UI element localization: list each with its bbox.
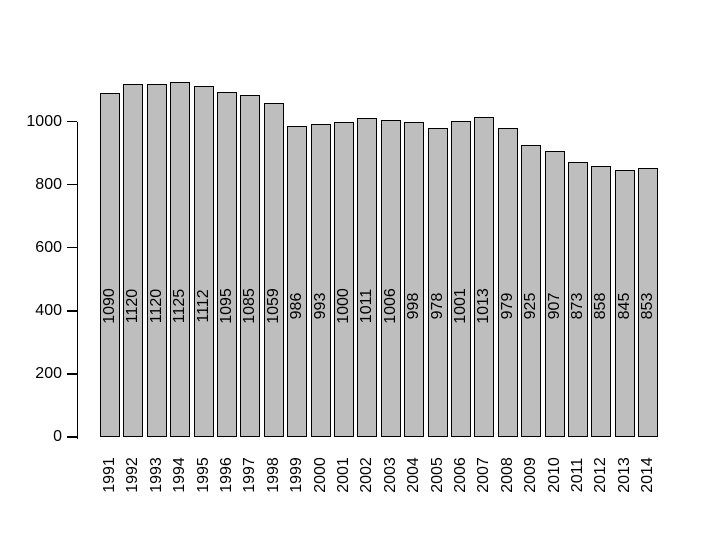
x-tick-label: 2012	[592, 457, 610, 493]
x-tick-label: 1993	[147, 457, 165, 493]
y-tick-label: 800	[35, 175, 62, 193]
y-tick-label: 400	[35, 301, 62, 319]
bar-value-label: 998	[405, 292, 423, 320]
x-tick-label: 2014	[639, 457, 657, 493]
bar	[568, 161, 588, 437]
y-axis-tick	[66, 246, 77, 249]
bar-value-label: 845	[615, 292, 633, 320]
bar-value-label: 1059	[264, 288, 282, 324]
x-tick-label: 2001	[335, 457, 352, 493]
x-tick-label: 1999	[288, 457, 306, 493]
bar	[614, 170, 635, 437]
bar-value-label: 1120	[147, 288, 165, 324]
bar-value-label: 1090	[101, 288, 118, 324]
bar-value-label: 1085	[241, 288, 259, 324]
bar	[123, 83, 144, 437]
y-tick-label: 1000	[26, 112, 62, 130]
bar	[217, 91, 237, 437]
bar	[240, 94, 261, 437]
bar	[334, 121, 354, 437]
bar-value-label: 873	[569, 292, 586, 320]
y-axis-tick	[66, 183, 77, 186]
x-tick-label: 2006	[452, 457, 469, 493]
x-tick-label: 2002	[358, 457, 376, 493]
y-axis-tick	[66, 310, 77, 312]
bar	[193, 86, 214, 437]
x-tick-label: 2009	[522, 457, 540, 493]
x-tick-label: 2013	[615, 457, 633, 493]
bar-value-label: 986	[288, 292, 306, 320]
bar	[544, 150, 565, 437]
bar	[146, 83, 167, 437]
x-tick-label: 1994	[171, 457, 189, 493]
bar-value-label: 1000	[335, 288, 352, 324]
bar-value-label: 1006	[381, 288, 399, 324]
y-axis-tick	[66, 120, 77, 123]
bar	[170, 82, 191, 437]
y-axis-line	[76, 121, 78, 439]
bar	[497, 128, 518, 437]
bar-value-label: 979	[498, 292, 516, 320]
x-tick-label: 2010	[545, 457, 563, 493]
bar-value-label: 1011	[358, 288, 376, 324]
bar	[638, 167, 659, 437]
bar	[287, 125, 308, 437]
x-tick-label: 1991	[101, 457, 118, 493]
y-axis-tick	[66, 436, 77, 438]
bar-value-label: 1095	[218, 288, 235, 324]
bar-value-label: 907	[545, 292, 563, 320]
bar-value-label: 1112	[194, 289, 212, 323]
bar	[474, 117, 495, 437]
bar-value-label: 858	[592, 292, 610, 320]
bar-value-label: 925	[522, 292, 540, 320]
x-tick-label: 1992	[124, 457, 142, 493]
bar	[427, 128, 448, 437]
bar-value-label: 1120	[124, 288, 142, 324]
bar-value-label: 1125	[171, 288, 189, 324]
bar	[100, 93, 120, 437]
x-tick-label: 2004	[405, 457, 423, 493]
bar-value-label: 1013	[475, 288, 493, 324]
bar	[404, 122, 425, 437]
y-axis-tick	[66, 373, 77, 375]
x-tick-label: 1998	[264, 457, 282, 493]
y-tick-label: 0	[53, 428, 62, 445]
bar-value-label: 853	[639, 292, 657, 320]
bar-value-label: 993	[311, 292, 329, 320]
x-tick-label: 1997	[241, 457, 259, 493]
x-tick-label: 2000	[311, 457, 329, 493]
x-tick-label: 1996	[218, 457, 235, 493]
bar	[380, 119, 401, 437]
bar	[451, 121, 471, 437]
bar	[357, 118, 378, 437]
bar	[310, 123, 331, 437]
x-tick-label: 2003	[381, 457, 399, 493]
x-tick-label: 2005	[428, 457, 446, 493]
x-tick-label: 2011	[569, 457, 586, 493]
y-tick-label: 200	[35, 364, 62, 382]
bar	[591, 166, 612, 437]
x-tick-label: 2007	[475, 457, 493, 493]
y-tick-label: 600	[35, 238, 62, 256]
bar-value-label: 1001	[452, 288, 469, 324]
x-tick-label: 1995	[194, 457, 212, 493]
bar-value-label: 978	[428, 292, 446, 320]
bar	[521, 145, 542, 437]
bar	[263, 102, 284, 437]
x-tick-label: 2008	[498, 457, 516, 493]
